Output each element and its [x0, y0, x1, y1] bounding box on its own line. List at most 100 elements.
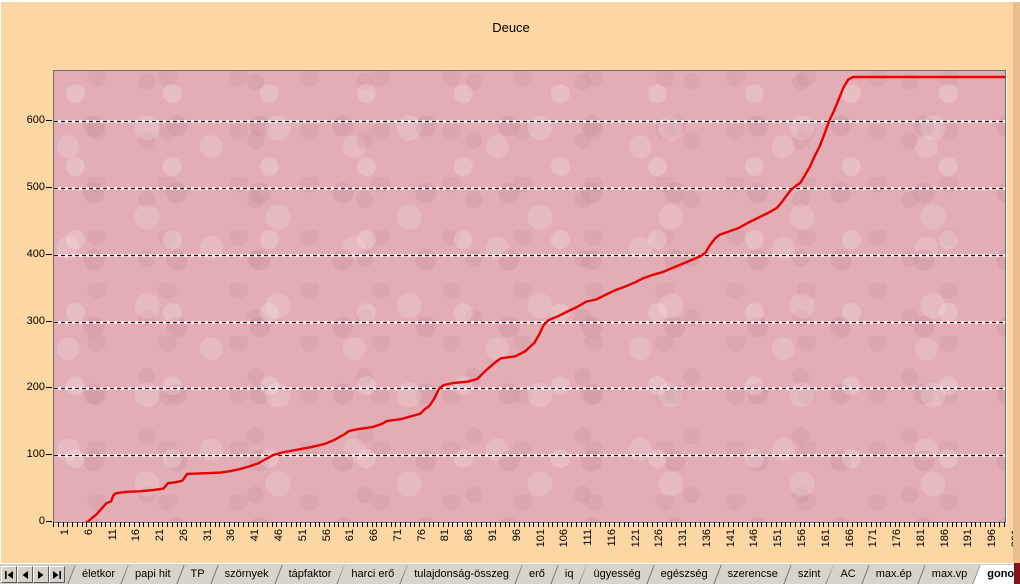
- y-axis-label: 300: [26, 314, 45, 327]
- sheet-tab-label: szint: [797, 568, 821, 580]
- x-axis-label: 171: [867, 529, 880, 548]
- sheet-tab-tulajdons-g-sszeg[interactable]: tulajdonság-összeg: [399, 565, 522, 584]
- y-axis-label: 400: [26, 247, 45, 260]
- x-axis-label: 181: [914, 529, 927, 548]
- window-corner-edge: [1014, 563, 1020, 584]
- x-axis-label: 101: [534, 529, 547, 548]
- x-axis-label: 81: [439, 529, 452, 542]
- x-axis-label: 11: [106, 529, 119, 541]
- x-axis-label: 111: [582, 529, 595, 546]
- sheet-tab-eg-szs-g[interactable]: egészség: [646, 565, 721, 584]
- sheet-tab-max-p[interactable]: max.ép: [861, 565, 925, 584]
- sheet-tab-label: tulajdonság-összeg: [414, 568, 510, 580]
- x-axis-label: 196: [986, 529, 999, 548]
- x-axis-label: 106: [558, 529, 571, 548]
- x-axis-label: 26: [177, 529, 190, 542]
- sheet-tab-er-[interactable]: erő: [514, 565, 558, 584]
- sheet-tab-label: papi hit: [135, 568, 171, 580]
- y-axis-label: 0: [38, 515, 45, 527]
- sheet-tab-label: AC: [840, 568, 856, 580]
- y-axis-tick: [46, 454, 52, 455]
- x-axis-label: 6: [82, 529, 95, 536]
- sheet-tab--letkor[interactable]: életkor: [67, 565, 128, 584]
- x-axis-label: 141: [724, 529, 737, 548]
- x-axis-label: 66: [368, 529, 381, 542]
- y-axis-tick: [46, 321, 52, 322]
- y-axis-label: 100: [26, 448, 45, 461]
- prev-sheet-button[interactable]: [17, 566, 33, 583]
- sheet-tab-label: harci erő: [351, 568, 395, 580]
- x-axis-label: 51: [296, 529, 309, 542]
- sheet-tab-tp[interactable]: TP: [176, 565, 218, 584]
- last-sheet-icon: [53, 570, 61, 579]
- x-axis-label: 161: [819, 529, 832, 548]
- sheet-tab-szint[interactable]: szint: [783, 565, 834, 584]
- sheet-tab-label: erő: [529, 568, 545, 580]
- x-axis-label: 76: [415, 529, 428, 542]
- sheet-tabs: életkor papi hit TP szörnyek tápfaktor harci …: [67, 565, 1020, 584]
- series-line-deuce: [86, 75, 1005, 522]
- first-sheet-icon: [5, 570, 13, 579]
- x-axis-label: 166: [843, 529, 856, 548]
- x-axis-label: 131: [677, 529, 690, 548]
- y-axis-label: 200: [26, 381, 45, 394]
- x-axis-label: 21: [154, 529, 167, 542]
- sheet-tab-label: max.ép: [875, 568, 912, 580]
- sheet-tab-ac[interactable]: AC: [825, 565, 868, 584]
- x-axis-label: 71: [391, 529, 404, 542]
- window-right-edge: [1013, 2, 1020, 565]
- x-axis-label: 116: [605, 529, 618, 547]
- sheet-tab-szerencse[interactable]: szerencse: [713, 565, 791, 584]
- x-axis-label: 56: [320, 529, 333, 542]
- x-axis-label: 191: [962, 529, 975, 548]
- x-axis-label: 41: [249, 529, 262, 542]
- sheet-tab-sz-rnyek[interactable]: szörnyek: [210, 565, 282, 584]
- x-axis-ticks: [53, 522, 1005, 527]
- sheet-tab-max-vp[interactable]: max.vp: [917, 565, 980, 584]
- x-axis-label: 31: [201, 529, 214, 542]
- sheet-tab-label: ügyesség: [593, 568, 641, 580]
- x-axis-labels: 1 6 11 16 21 26 31 36 41 46 51 56 61 66 71 76 81 86 91 96 10…: [53, 527, 1020, 563]
- x-axis-label: 136: [700, 529, 713, 548]
- sheet-tab-label: tápfaktor: [288, 568, 332, 580]
- sheet-tab-label: TP: [190, 568, 205, 580]
- x-axis-label: 126: [653, 529, 666, 548]
- next-sheet-icon: [38, 570, 44, 579]
- last-sheet-button[interactable]: [49, 566, 65, 583]
- sheet-tab-gonoszs-g[interactable]: gonoszság: [972, 565, 1020, 584]
- y-axis-tick: [46, 387, 52, 388]
- x-axis-label: 186: [938, 529, 951, 548]
- chart-sheet: Deuce 0 100 200 300 400 500 600 1 6 11 16 21 26 31 36…: [0, 0, 1020, 565]
- sheet-tab-label: szörnyek: [224, 568, 269, 580]
- x-axis-label: 156: [796, 529, 809, 548]
- sheet-tab-iq[interactable]: iq: [550, 565, 587, 584]
- sheet-tab-label: egészség: [660, 568, 708, 580]
- next-sheet-button[interactable]: [33, 566, 49, 583]
- first-sheet-button[interactable]: [1, 566, 17, 583]
- sheet-tab-t-pfaktor[interactable]: tápfaktor: [274, 565, 345, 584]
- sheet-tab-label: szerencse: [727, 568, 778, 580]
- y-axis-label: 500: [26, 180, 45, 193]
- tab-scroll-buttons: [0, 565, 67, 584]
- x-axis-label: 146: [748, 529, 761, 548]
- sheet-tab-bar: életkor papi hit TP szörnyek tápfaktor harci …: [0, 563, 1020, 584]
- sheet-tab-label: életkor: [82, 568, 116, 580]
- sheet-tab--gyess-g[interactable]: ügyesség: [578, 565, 653, 584]
- x-axis-label: 36: [225, 529, 238, 542]
- x-axis-label: 1: [59, 529, 71, 536]
- x-axis-label: 91: [486, 529, 499, 542]
- plot-area: [53, 70, 1006, 523]
- y-axis-tick: [46, 521, 52, 522]
- x-axis-label: 61: [344, 529, 357, 542]
- x-axis-label: 96: [510, 529, 523, 542]
- x-axis-label: 86: [463, 529, 476, 542]
- x-axis-label: 46: [272, 529, 285, 542]
- sheet-tab-papi-hit[interactable]: papi hit: [120, 565, 183, 584]
- sheet-tab-harci-er-[interactable]: harci erő: [336, 565, 407, 584]
- chart-title: Deuce: [492, 20, 530, 35]
- y-axis-tick: [46, 120, 52, 121]
- prev-sheet-icon: [22, 570, 28, 579]
- plot-svg: [54, 75, 1005, 522]
- sheet-tab-label: max.vp: [931, 568, 968, 580]
- sheet-tab-label: iq: [564, 568, 574, 580]
